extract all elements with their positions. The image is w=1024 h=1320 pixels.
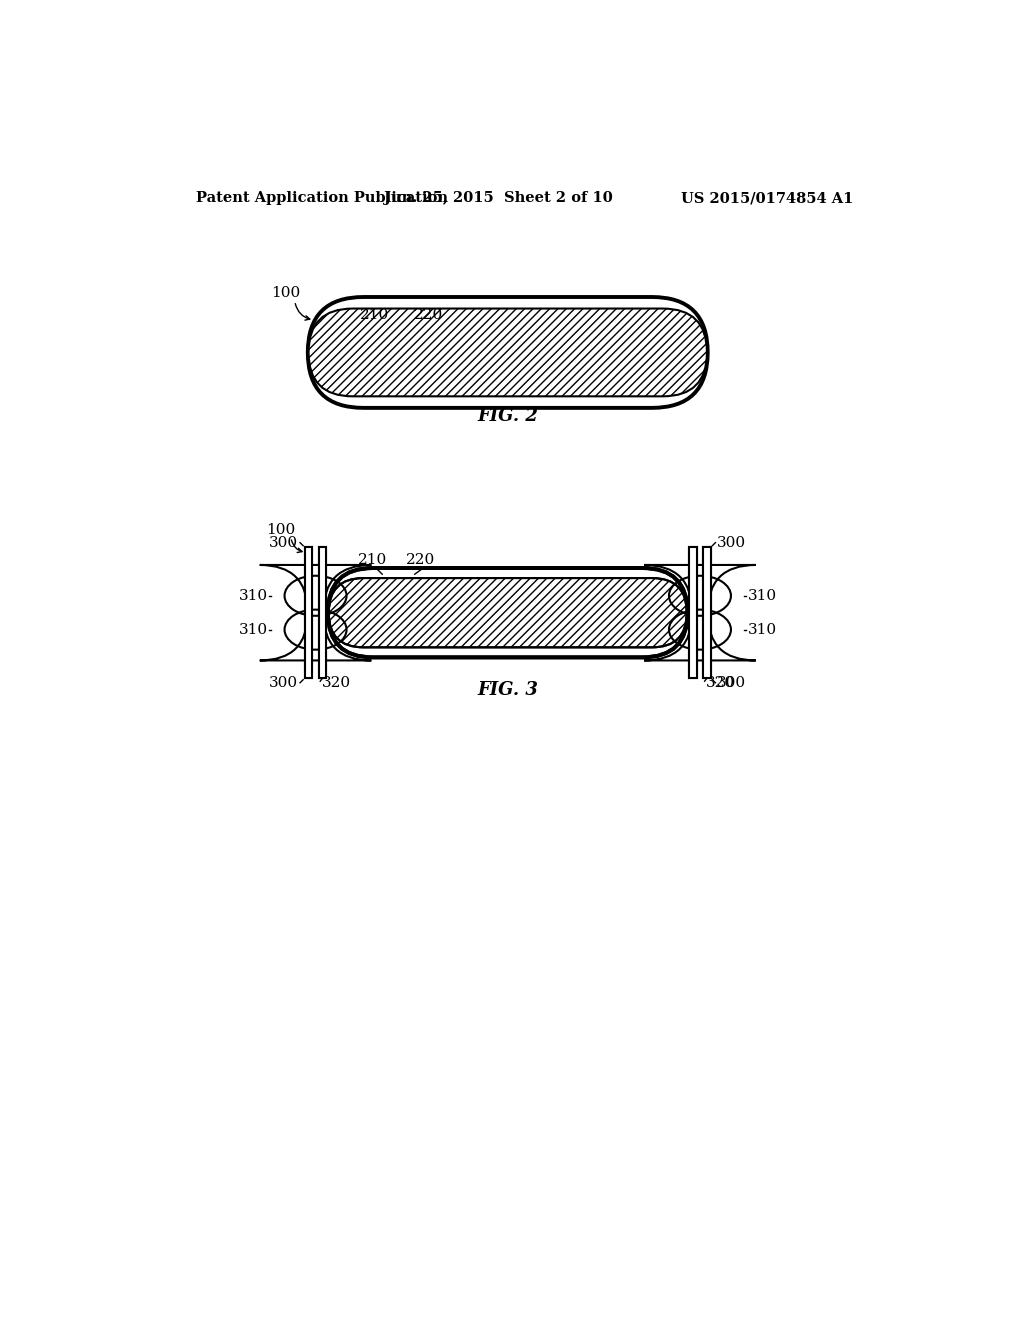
- FancyBboxPatch shape: [328, 568, 687, 657]
- Bar: [318, 548, 327, 678]
- Text: 100: 100: [271, 286, 301, 300]
- Text: 320: 320: [707, 676, 735, 690]
- Text: 100: 100: [266, 523, 295, 536]
- Text: FIG. 2: FIG. 2: [477, 407, 539, 425]
- FancyBboxPatch shape: [260, 565, 372, 660]
- Text: 220: 220: [407, 553, 435, 566]
- FancyBboxPatch shape: [329, 578, 687, 647]
- FancyBboxPatch shape: [308, 309, 707, 396]
- Bar: [305, 548, 312, 678]
- Text: US 2015/0174854 A1: US 2015/0174854 A1: [681, 191, 853, 206]
- Text: 320: 320: [322, 676, 351, 690]
- Bar: [305, 548, 312, 678]
- FancyArrowPatch shape: [292, 540, 302, 553]
- Bar: [703, 548, 711, 678]
- Text: 300: 300: [717, 536, 746, 549]
- FancyBboxPatch shape: [644, 565, 756, 660]
- FancyBboxPatch shape: [308, 297, 708, 408]
- Bar: [703, 548, 711, 678]
- Text: 310: 310: [748, 623, 777, 636]
- Text: 300: 300: [269, 676, 299, 690]
- Text: Jun. 25, 2015  Sheet 2 of 10: Jun. 25, 2015 Sheet 2 of 10: [384, 191, 612, 206]
- Text: 310: 310: [748, 589, 777, 603]
- Bar: [689, 548, 697, 678]
- Text: Patent Application Publication: Patent Application Publication: [197, 191, 449, 206]
- Text: FIG. 3: FIG. 3: [477, 681, 539, 698]
- Text: 310: 310: [239, 589, 267, 603]
- Text: 310: 310: [239, 623, 267, 636]
- FancyArrowPatch shape: [295, 304, 310, 321]
- Text: 210: 210: [358, 553, 387, 566]
- Text: 220: 220: [414, 308, 443, 322]
- Text: 300: 300: [269, 536, 299, 549]
- Text: 300: 300: [717, 676, 746, 690]
- Text: 210: 210: [359, 308, 389, 322]
- Bar: [689, 548, 697, 678]
- Bar: [318, 548, 327, 678]
